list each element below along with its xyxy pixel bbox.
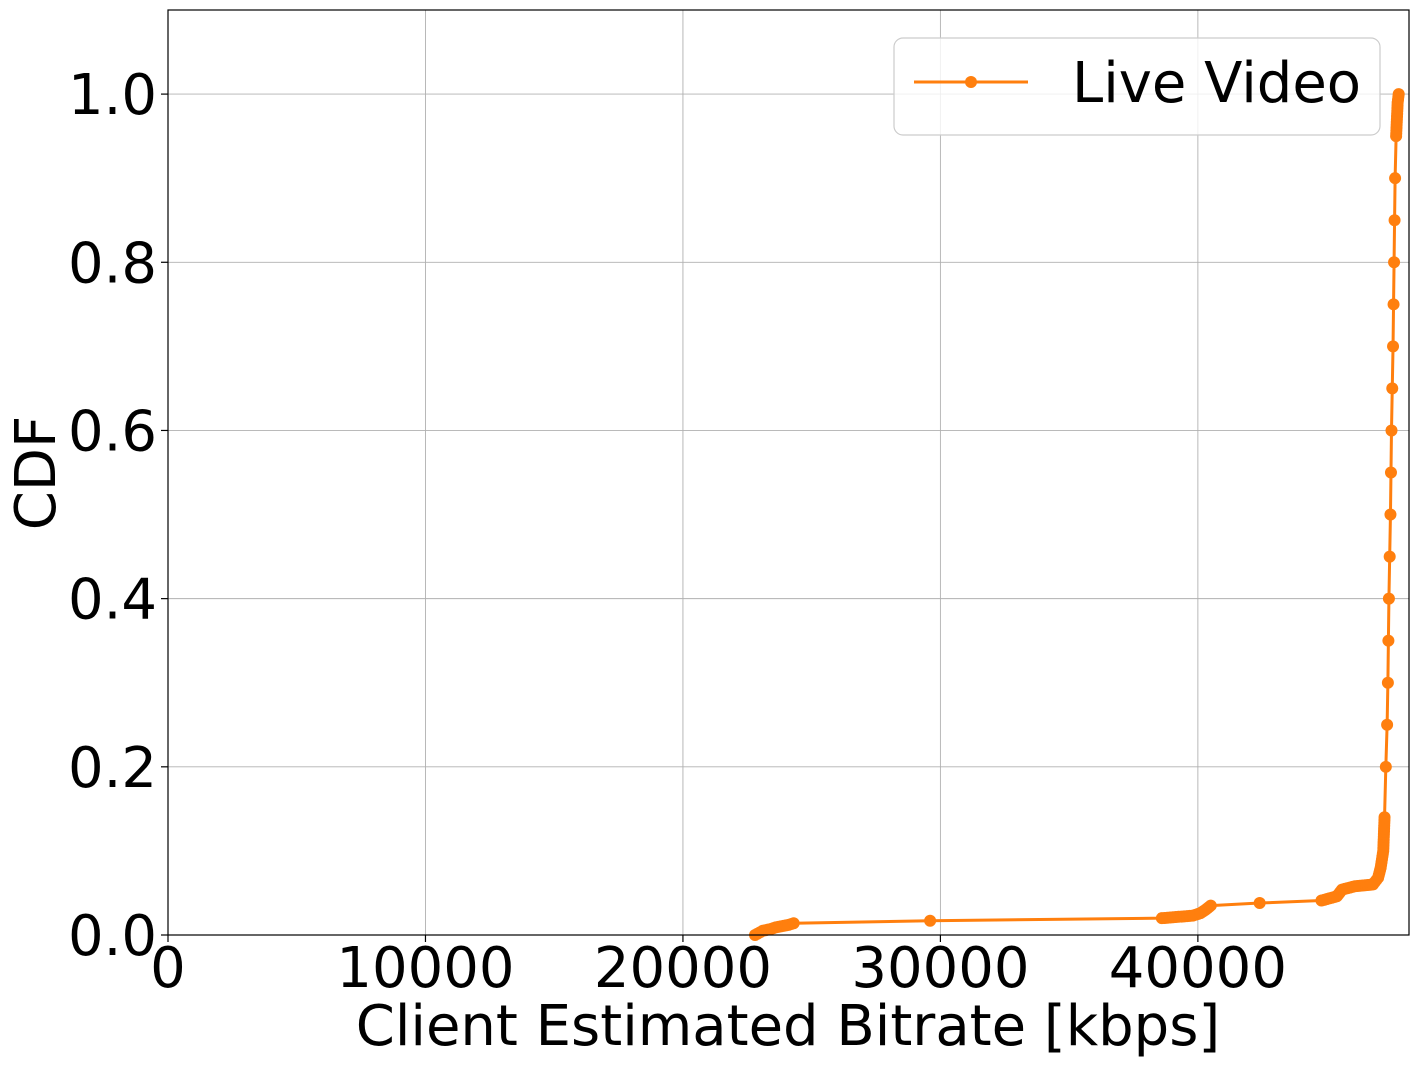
data-point xyxy=(1389,172,1402,185)
data-point xyxy=(1383,550,1396,563)
data-point xyxy=(1155,912,1168,925)
data-point xyxy=(1381,676,1394,689)
data-point xyxy=(1379,760,1392,773)
data-point xyxy=(1386,382,1399,395)
x-tick-label: 30000 xyxy=(851,936,1029,1001)
y-tick-label: 0.0 xyxy=(68,904,157,969)
series-layer xyxy=(749,88,1405,941)
y-axis-label: CDF xyxy=(4,416,69,530)
data-point xyxy=(1387,298,1400,311)
data-point xyxy=(924,914,937,927)
x-axis-label: Client Estimated Bitrate [kbps] xyxy=(356,994,1221,1059)
data-point xyxy=(1385,424,1398,437)
data-point xyxy=(1382,592,1395,605)
data-point xyxy=(1382,634,1395,647)
data-point xyxy=(1348,880,1361,893)
legend: Live Video xyxy=(893,37,1381,136)
x-tick-label: 20000 xyxy=(594,936,772,1001)
ticks: 0 10000 20000 30000 40000 0.0 0.2 0.4 0.6 0.8 1.0 xyxy=(68,63,1287,1001)
data-point xyxy=(1388,256,1401,269)
data-point xyxy=(1315,894,1328,907)
data-point xyxy=(1336,883,1349,896)
data-point xyxy=(1204,899,1217,912)
data-point xyxy=(1372,871,1385,884)
x-tick-label: 40000 xyxy=(1109,936,1287,1001)
plot-frame xyxy=(167,9,1410,936)
x-tick-label: 0 xyxy=(150,936,186,1001)
y-tick-label: 1.0 xyxy=(68,63,157,128)
y-tick-label: 0.4 xyxy=(68,568,157,633)
data-point xyxy=(1390,130,1403,143)
data-point xyxy=(1378,811,1391,824)
legend-marker-swatch xyxy=(965,76,977,88)
data-point xyxy=(1374,861,1387,874)
y-tick-label: 0.2 xyxy=(68,736,157,801)
data-point xyxy=(1384,508,1397,521)
data-point xyxy=(1377,844,1390,857)
data-point xyxy=(1384,466,1397,479)
data-point xyxy=(1388,214,1401,227)
data-point xyxy=(769,921,782,934)
y-tick-label: 0.6 xyxy=(68,399,157,464)
data-point xyxy=(1387,340,1400,353)
data-point xyxy=(1392,88,1405,101)
legend-label: Live Video xyxy=(1072,51,1361,116)
data-point xyxy=(1253,897,1266,910)
x-tick-label: 10000 xyxy=(336,936,514,1001)
legend-box xyxy=(893,37,1381,136)
y-tick-label: 0.8 xyxy=(68,231,157,296)
data-point xyxy=(787,917,800,930)
data-point xyxy=(1381,718,1394,731)
